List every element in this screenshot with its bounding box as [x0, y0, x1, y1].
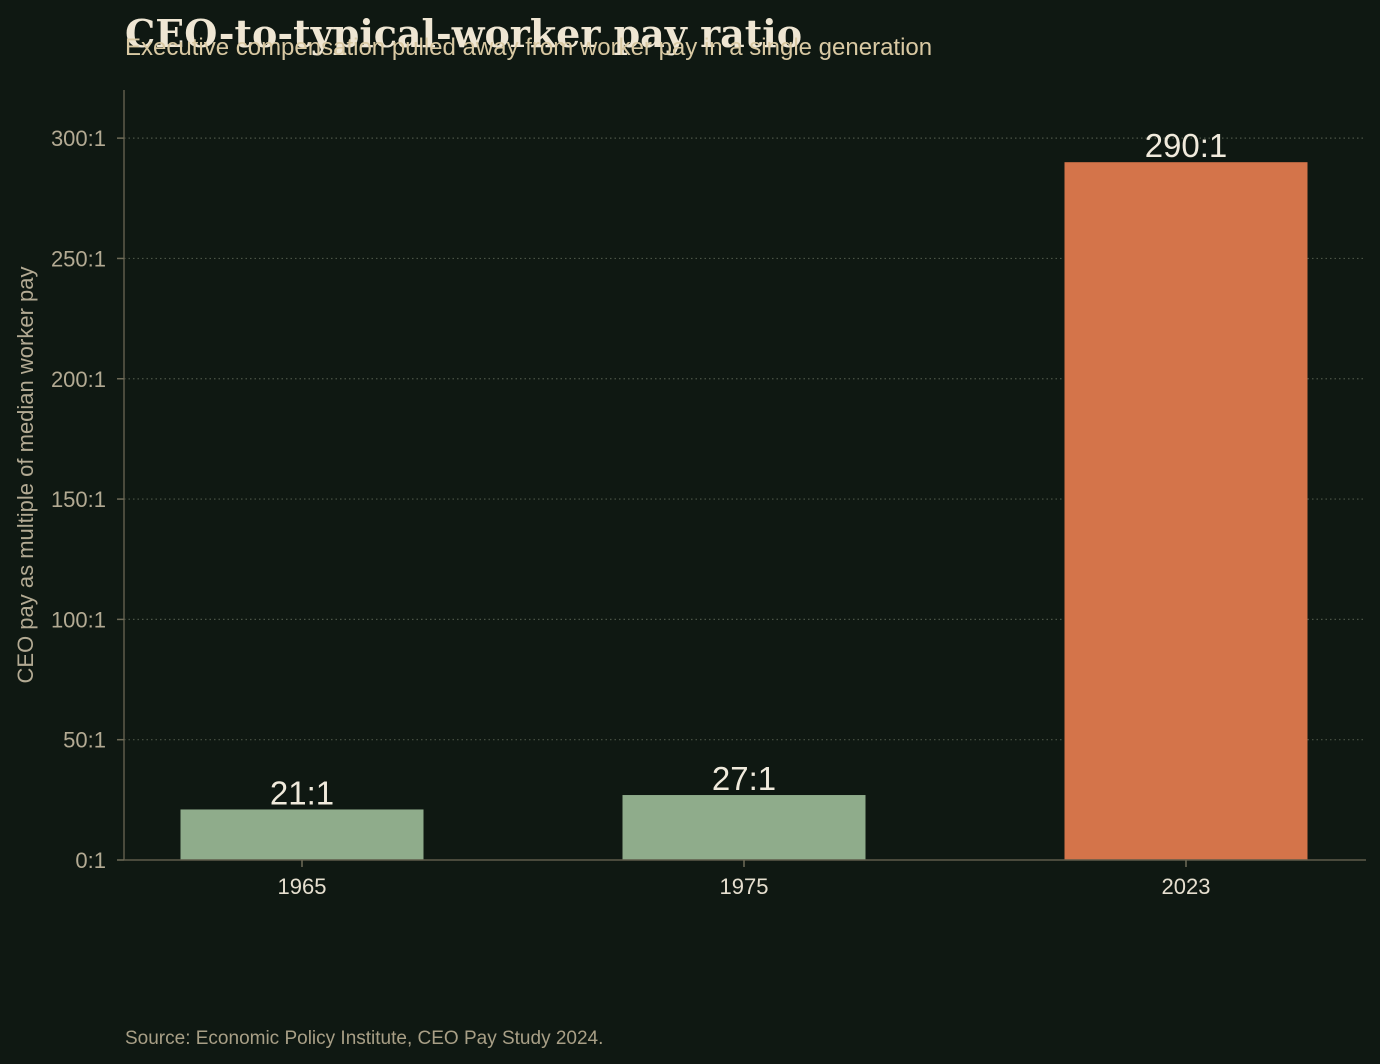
y-tick-label: 0:1 — [75, 848, 106, 873]
chart-title: CEO-to-typical-worker pay ratio — [125, 11, 802, 56]
bars — [180, 162, 1308, 860]
chart-subtitle: Executive compensation pulled away from … — [125, 34, 932, 61]
source-note: Source: Economic Policy Institute, CEO P… — [125, 1028, 603, 1049]
y-tick-label: 150:1 — [51, 487, 106, 512]
y-tick-label: 200:1 — [51, 367, 106, 392]
data-label: 27:1 — [712, 760, 776, 797]
y-tick-label: 100:1 — [51, 607, 106, 632]
y-tick-label: 250:1 — [51, 246, 106, 271]
y-tick-label: 300:1 — [51, 126, 106, 151]
axes — [123, 90, 1366, 861]
bar-1965 — [180, 809, 424, 860]
bar-2023 — [1064, 162, 1308, 860]
bar-1975 — [622, 795, 866, 860]
data-label: 21:1 — [270, 774, 334, 811]
y-tick-label: 50:1 — [63, 728, 106, 753]
data-labels: 21:1 27:1 290:1 — [270, 127, 1227, 811]
x-tick-labels: 1965 1975 2023 — [278, 860, 1211, 899]
y-tick-labels: 0:1 50:1 100:1 150:1 200:1 250:1 300:1 — [51, 126, 124, 873]
x-tick-label: 1965 — [278, 874, 327, 899]
data-label: 290:1 — [1145, 127, 1228, 164]
x-tick-label: 1975 — [720, 874, 769, 899]
x-tick-label: 2023 — [1162, 874, 1211, 899]
y-axis-label: CEO pay as multiple of median worker pay — [13, 267, 38, 684]
